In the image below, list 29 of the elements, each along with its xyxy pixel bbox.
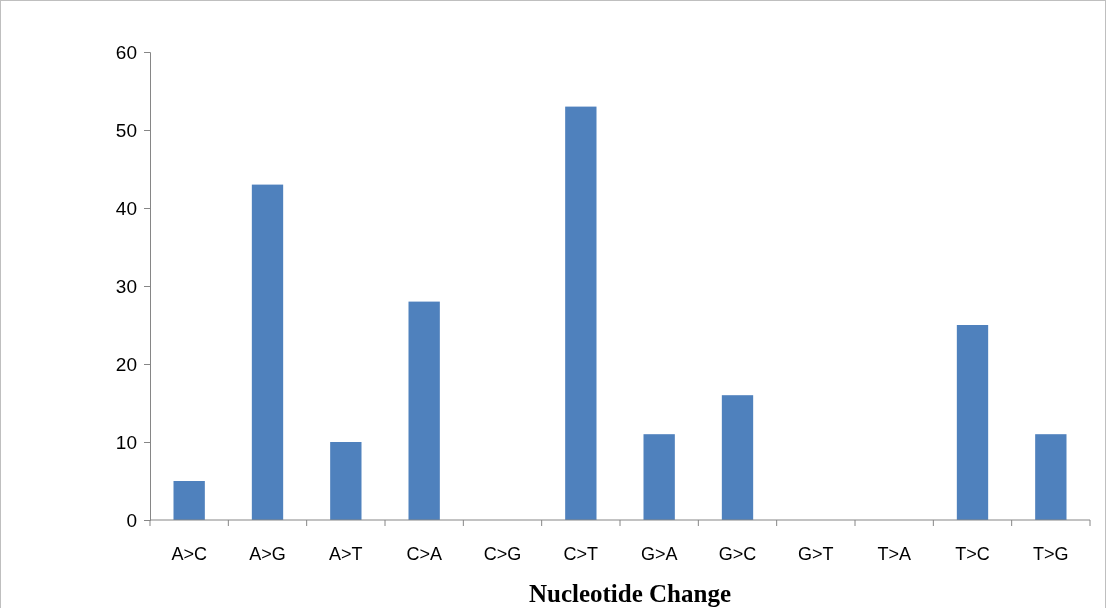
x-tick-label: A>C xyxy=(171,544,207,564)
bar xyxy=(251,184,284,520)
y-tick-label: 20 xyxy=(115,353,137,375)
x-tick-label: T>A xyxy=(877,544,911,564)
x-tick-label: G>T xyxy=(798,544,834,564)
bar xyxy=(721,395,754,520)
bar xyxy=(330,442,362,520)
x-tick-label: T>G xyxy=(1033,544,1069,564)
y-tick-label: 10 xyxy=(115,431,137,453)
bar xyxy=(565,106,597,520)
y-tick-label: 0 xyxy=(126,509,137,531)
x-tick-label: C>G xyxy=(483,544,522,564)
y-tick-label: 30 xyxy=(115,275,137,297)
bar xyxy=(643,434,675,520)
x-tick-label: C>A xyxy=(406,544,442,564)
y-tick-label: 60 xyxy=(115,41,137,63)
bar xyxy=(1035,434,1067,520)
x-tick-label: A>T xyxy=(329,544,363,564)
bar xyxy=(408,301,440,520)
x-axis-title: Nucleotide Change xyxy=(528,580,732,607)
x-tick-label: G>A xyxy=(640,544,678,564)
x-tick-label: A>G xyxy=(249,544,286,564)
y-tick-label: 50 xyxy=(115,119,137,141)
x-tick-label: T>C xyxy=(955,544,990,564)
x-tick-label: G>C xyxy=(718,544,757,564)
bar xyxy=(956,325,989,520)
bar xyxy=(173,481,205,520)
y-tick-label: 40 xyxy=(115,197,137,219)
x-tick-label: C>T xyxy=(563,544,599,564)
